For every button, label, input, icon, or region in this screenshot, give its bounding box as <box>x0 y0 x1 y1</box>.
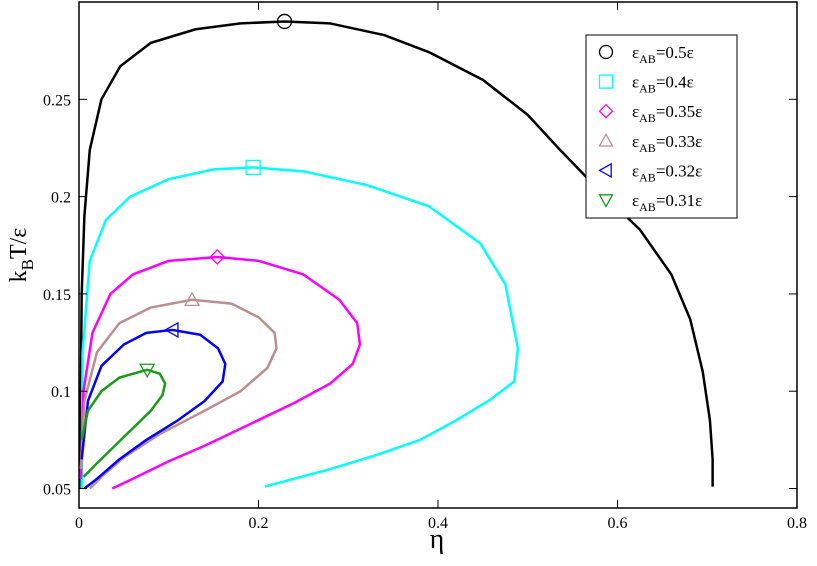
legend-label-part: =0.5ε <box>656 43 694 62</box>
legend-label-part: ε <box>632 132 639 151</box>
legend-marker <box>598 44 614 60</box>
legend: εAB=0.5εεAB=0.4εεAB=0.35εεAB=0.33εεAB=0.… <box>598 43 702 214</box>
legend-marker <box>598 162 612 179</box>
legend-label: εAB=0.5ε <box>632 43 694 66</box>
plot-area <box>79 13 714 490</box>
critical-point <box>276 13 293 30</box>
y-tick-label: 0.25 <box>43 92 71 109</box>
legend-label-subscript: AB <box>639 141 656 155</box>
y-axis-label-part: T/ε <box>6 228 32 259</box>
legend-label-part: ε <box>632 43 639 62</box>
legend-marker <box>598 194 614 208</box>
x-tick-label: 0.8 <box>787 515 807 532</box>
y-tick-label: 0.05 <box>43 482 71 499</box>
y-axis-label: kBT/ε <box>6 228 37 283</box>
legend-marker <box>598 132 614 147</box>
legend-label: εAB=0.32ε <box>632 161 702 184</box>
legend-label-subscript: AB <box>639 200 656 214</box>
y-tick-label: 0.15 <box>43 287 71 304</box>
y-axis-label-subscript: B <box>18 259 37 270</box>
legend-label-part: =0.4ε <box>656 73 694 92</box>
critical-point <box>209 249 226 265</box>
legend-label-part: =0.35ε <box>656 102 702 121</box>
y-axis-label-part: k <box>6 270 32 282</box>
series-line <box>80 328 227 490</box>
legend-label-subscript: AB <box>639 52 656 66</box>
legend-label-part: =0.32ε <box>656 161 702 180</box>
x-tick-label: 0.4 <box>428 515 448 532</box>
critical-point <box>164 321 179 339</box>
x-tick-label: 0 <box>75 515 83 532</box>
legend-label-part: ε <box>632 102 639 121</box>
legend-marker <box>598 103 614 119</box>
legend-label-part: ε <box>632 191 639 210</box>
legend-label: εAB=0.33ε <box>632 132 702 155</box>
legend-label-part: =0.33ε <box>656 132 702 151</box>
critical-point <box>139 363 156 379</box>
series-line <box>79 298 278 490</box>
series-line <box>79 20 714 489</box>
critical-point <box>183 291 201 307</box>
legend-label-subscript: AB <box>639 170 656 184</box>
legend-box <box>585 34 738 219</box>
y-tick-label: 0.1 <box>51 384 71 401</box>
legend-label: εAB=0.31ε <box>632 191 702 214</box>
critical-point <box>245 159 261 176</box>
series-line <box>79 255 362 490</box>
legend-label-part: =0.31ε <box>656 191 702 210</box>
legend-label: εAB=0.4ε <box>632 73 694 96</box>
legend-label-subscript: AB <box>639 111 656 125</box>
legend-label-part: ε <box>632 161 639 180</box>
y-tick-label: 0.2 <box>51 190 71 207</box>
x-tick-label: 0.6 <box>608 515 628 532</box>
x-axis-label: η <box>430 524 445 555</box>
legend-marker <box>598 74 614 89</box>
x-tick-label: 0.2 <box>249 515 269 532</box>
legend-label: εAB=0.35ε <box>632 102 702 125</box>
legend-label-subscript: AB <box>639 82 656 96</box>
series-line <box>80 368 167 478</box>
legend-label-part: ε <box>632 73 639 92</box>
series-line <box>80 166 520 489</box>
